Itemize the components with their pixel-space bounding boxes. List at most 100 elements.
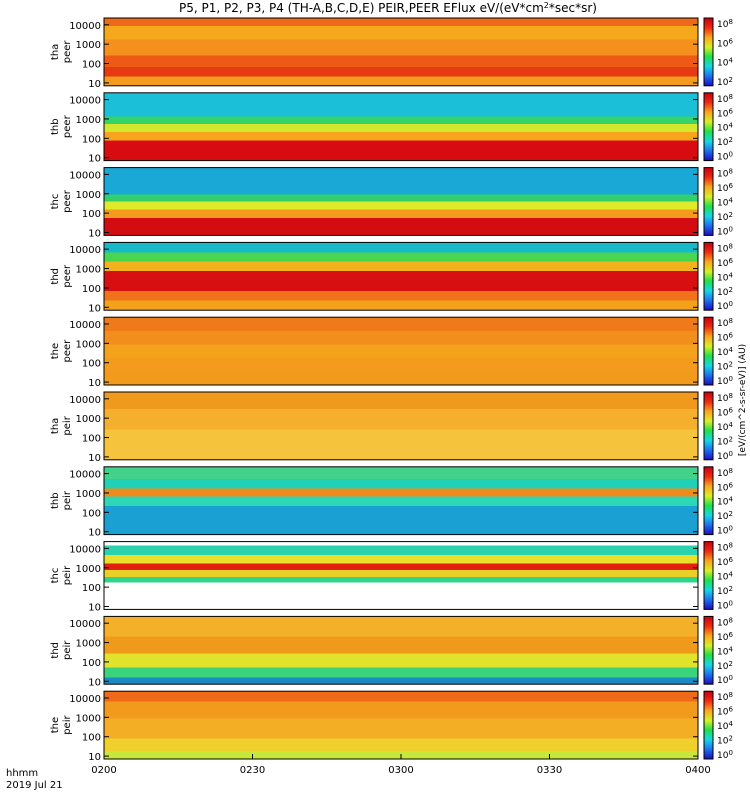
colorbar-tick-label: 100 <box>717 300 733 312</box>
y-tick-label: 1000 <box>76 639 101 650</box>
y-tick-label: 100 <box>82 733 101 744</box>
y-label-probe: thd <box>50 268 61 285</box>
y-tick-label: 10000 <box>69 170 101 181</box>
colorbar-tick-label: 108 <box>717 18 733 30</box>
panel-thc-peer: 10000 1000 100 10 thc peer 108 106 104 102 100 <box>50 167 733 239</box>
figure-title: P5, P1, P2, P3, P4 (TH-A,B,C,D,E) PEIR,P… <box>179 1 597 15</box>
y-tick-label: 100 <box>82 658 101 669</box>
colorbar-tick-label: 100 <box>717 225 733 237</box>
panel-the-peir: 10000 1000 100 10 the peir 108 106 104 102 100 <box>50 690 733 763</box>
y-tick-label: 1000 <box>76 489 101 500</box>
spectrogram-image <box>104 92 698 161</box>
y-tick-label: 10 <box>88 752 101 763</box>
colorbar-tick-label: 108 <box>717 392 733 404</box>
y-label-probe: the <box>50 343 61 359</box>
colorbar-tick-label: 100 <box>717 375 733 387</box>
x-axis: 0200 0230 0300 0330 0400 <box>91 754 711 776</box>
panel-thb-peir: 10000 1000 100 10 thb peir 108 106 104 102 100 <box>50 466 733 539</box>
y-tick-label: 100 <box>82 60 101 71</box>
colorbar-tick-label: 102 <box>717 211 733 223</box>
title-main: P5, P1, P2, P3, P4 (TH-A,B,C,D,E) PEIR,P… <box>179 1 544 15</box>
panel-frame <box>103 316 699 386</box>
panel-tha-peer: 10000 1000 100 10 tha peer 108 106 104 102 <box>50 17 733 90</box>
colorbar-tick-label: 106 <box>717 556 733 568</box>
colorbar-tick-label: 104 <box>717 346 733 358</box>
y-label-product: peer <box>62 40 73 64</box>
y-tick-label: 1000 <box>76 414 101 425</box>
colorbar <box>703 391 714 461</box>
colorbar <box>703 316 714 386</box>
y-label-product: peer <box>62 189 73 213</box>
y-tick-label: 10 <box>88 378 101 389</box>
colorbar-tick-label: 106 <box>717 257 733 269</box>
colorbar-tick-label: 102 <box>717 361 733 373</box>
colorbar-tick-label: 106 <box>717 631 733 643</box>
y-label-probe: thb <box>50 492 61 509</box>
colorbar-tick-label: 106 <box>717 182 733 194</box>
y-label-product: peer <box>62 114 73 138</box>
colorbar-tick-label: 102 <box>717 286 733 298</box>
colorbar-tick-label: 102 <box>717 660 733 672</box>
panel-frame <box>103 391 699 461</box>
y-tick-label: 10 <box>88 453 101 464</box>
panel-thd-peir: 10000 1000 100 10 thd peir 108 106 104 102 100 <box>50 615 733 688</box>
spectrogram-image <box>104 466 698 535</box>
colorbar-tick-label: 108 <box>717 93 733 105</box>
panel-thb-peer: 10000 1000 100 10 thb peer 108 106 104 102 100 <box>50 92 733 165</box>
title-tail: *sec*sr) <box>549 1 597 15</box>
spectrogram-image <box>104 18 698 86</box>
y-tick-label: 10 <box>88 528 101 539</box>
y-label-probe: thd <box>50 642 61 659</box>
colorbar-tick-label: 102 <box>717 76 733 88</box>
panel-frame <box>103 615 699 685</box>
colorbar <box>703 17 714 87</box>
title-superscript: 2 <box>544 1 549 10</box>
y-tick-label: 100 <box>82 209 101 220</box>
panel-tha-peir: 10000 1000 100 10 tha peir 108 106 104 102 100 <box>50 391 733 464</box>
y-label-probe: thc <box>50 194 61 210</box>
y-tick-label: 100 <box>82 284 101 295</box>
y-label-product: peer <box>62 339 73 363</box>
x-tick-label: 0230 <box>240 765 265 776</box>
colorbar-tick-label: 104 <box>717 122 733 134</box>
colorbar-tick-label: 106 <box>717 706 733 718</box>
colorbar-tick-label: 104 <box>717 571 733 583</box>
colorbar-tick-label: 100 <box>717 525 733 537</box>
y-tick-label: 10000 <box>69 96 101 107</box>
panel-frame <box>103 541 699 610</box>
y-label-probe: thb <box>50 118 61 135</box>
colorbar-tick-label: 106 <box>717 481 733 493</box>
panel-frame <box>103 241 699 311</box>
y-tick-label: 10 <box>88 303 101 314</box>
colorbar-tick-label: 106 <box>717 406 733 418</box>
colorbar-tick-label: 100 <box>717 674 733 686</box>
panel-frame <box>103 17 699 87</box>
y-tick-label: 100 <box>82 508 101 519</box>
colorbar-tick-label: 104 <box>717 720 733 732</box>
colorbar-tick-label: 108 <box>717 317 733 329</box>
colorbar-tick-label: 104 <box>717 496 733 508</box>
y-label-product: peir <box>62 640 73 660</box>
y-tick-label: 100 <box>82 434 101 445</box>
x-tick-label: 0300 <box>388 765 413 776</box>
y-tick-label: 10 <box>88 228 101 239</box>
y-tick-label: 10000 <box>69 21 101 32</box>
colorbar-tick-label: 106 <box>717 107 733 119</box>
x-tick-label: 0400 <box>685 765 710 776</box>
y-tick-label: 100 <box>82 583 101 594</box>
spectrogram-image <box>104 167 698 236</box>
colorbar <box>703 92 714 162</box>
colorbar-tick-label: 104 <box>717 57 733 69</box>
spectrogram-image <box>104 317 698 385</box>
y-tick-label: 10000 <box>69 320 101 331</box>
y-tick-label: 10000 <box>69 245 101 256</box>
colorbar-tick-label: 108 <box>717 616 733 628</box>
panel-frame <box>103 466 699 536</box>
spectrogram-image <box>104 616 698 685</box>
y-tick-label: 1000 <box>76 265 101 276</box>
colorbar-tick-label: 104 <box>717 645 733 657</box>
colorbar-tick-label: 100 <box>717 151 733 163</box>
colorbar-tick-label: 108 <box>717 168 733 180</box>
